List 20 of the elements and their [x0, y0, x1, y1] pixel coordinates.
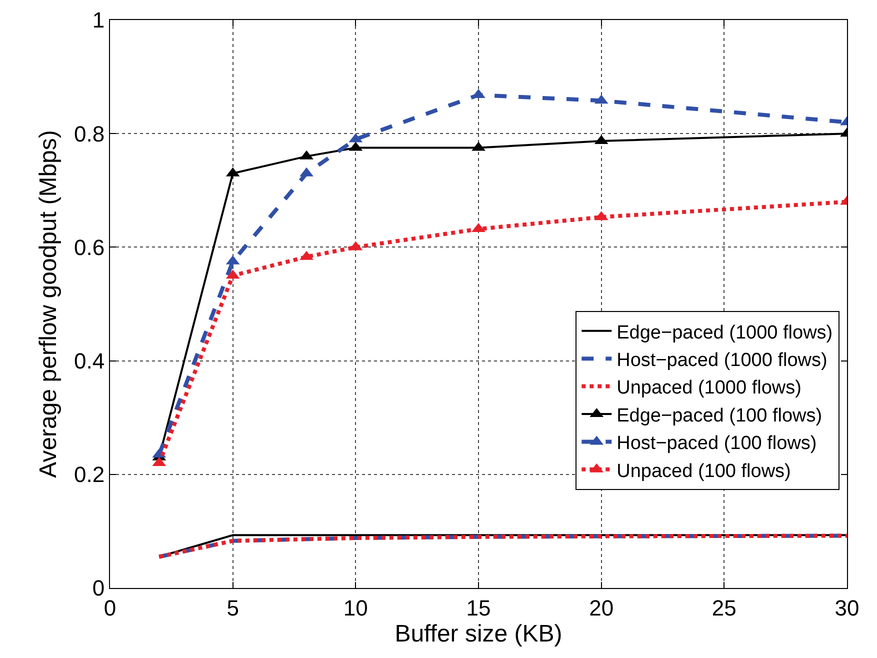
x-tick-label: 15 — [466, 595, 491, 620]
y-tick-label: 0 — [92, 576, 105, 601]
y-tick-label: 0.8 — [74, 121, 105, 146]
x-axis-title: Buffer size (KB) — [394, 620, 562, 648]
y-tick-label: 0.2 — [74, 462, 105, 488]
legend-label: Host−paced (1000 flows) — [616, 350, 828, 372]
legend-label: Edge−paced (100 flows) — [616, 405, 822, 426]
y-tick-label: 0.4 — [74, 348, 105, 374]
x-tick-label: 10 — [343, 595, 368, 620]
y-tick-label: 0.6 — [74, 234, 105, 260]
x-tick-label: 30 — [834, 595, 860, 620]
legend-label: Unpaced (100 flows) — [616, 460, 791, 482]
legend-label: Edge−paced (1000 flows) — [616, 322, 833, 344]
x-tick-label: 20 — [589, 595, 614, 620]
x-tick-label: 5 — [226, 595, 239, 620]
legend-label: Host−paced (100 flows) — [616, 433, 817, 454]
legend-label: Unpaced (1000 flows) — [616, 378, 802, 399]
x-tick-label: 25 — [712, 595, 736, 620]
y-axis-title: Average perflow goodput (Mbps) — [35, 130, 62, 478]
y-tick-label: 1 — [92, 8, 105, 33]
